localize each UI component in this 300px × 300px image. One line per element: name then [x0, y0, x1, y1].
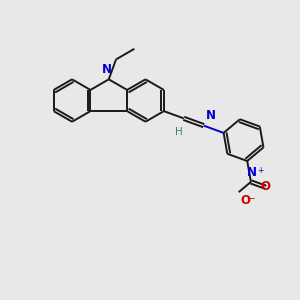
Text: O: O [261, 180, 271, 193]
Text: −: − [247, 194, 254, 202]
Text: O: O [240, 194, 250, 207]
Text: N: N [206, 109, 216, 122]
Text: N: N [102, 63, 112, 76]
Text: H: H [175, 127, 182, 136]
Text: +: + [257, 166, 263, 175]
Text: N: N [247, 166, 256, 179]
